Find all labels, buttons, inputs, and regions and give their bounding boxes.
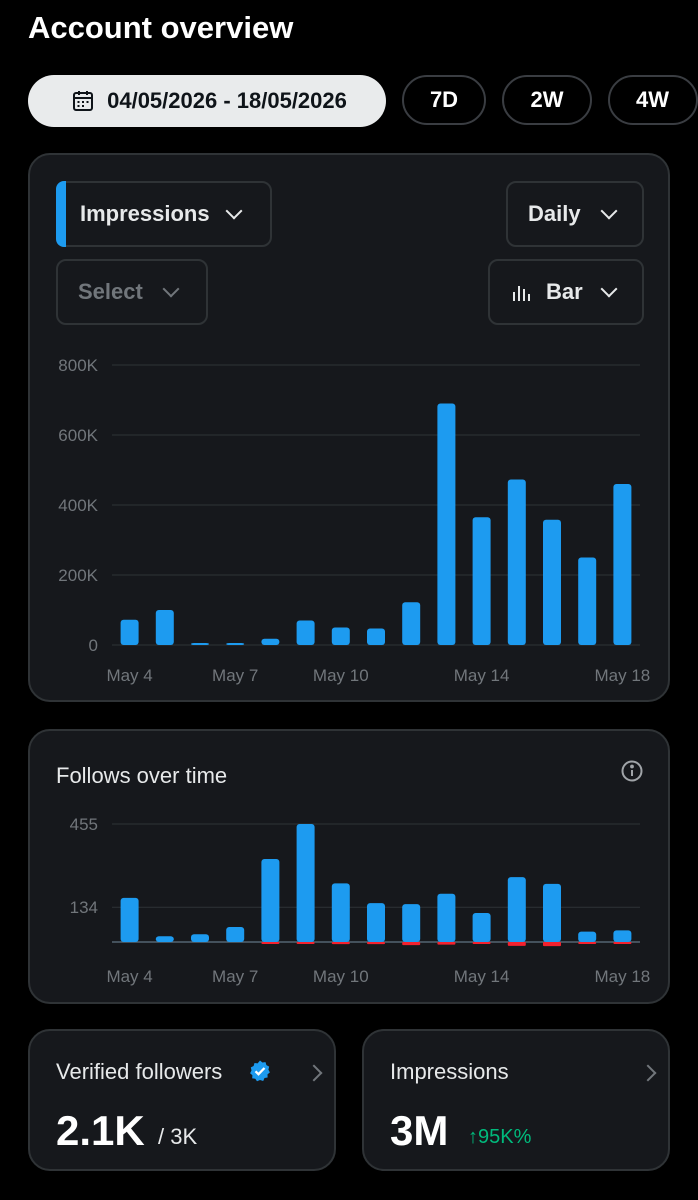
bar bbox=[402, 602, 421, 645]
y-tick-label: 800K bbox=[58, 356, 98, 375]
verified-followers-label: Verified followers bbox=[56, 1059, 223, 1084]
metric-color-indicator bbox=[56, 181, 66, 247]
unfollow-bar bbox=[543, 942, 561, 947]
verified-followers-total: / 3K bbox=[158, 1124, 198, 1149]
date-range-button[interactable]: 04/05/2026 - 18/05/2026 bbox=[28, 75, 386, 127]
x-tick-label: May 7 bbox=[212, 666, 258, 685]
range-2w-button[interactable]: 2W bbox=[502, 75, 592, 125]
y-tick-label: 600K bbox=[58, 426, 98, 445]
follow-bar bbox=[261, 859, 280, 942]
bar bbox=[296, 620, 315, 645]
bar bbox=[578, 557, 597, 645]
bar bbox=[543, 519, 561, 645]
bar bbox=[367, 628, 385, 645]
verified-followers-card[interactable]: Verified followers 2.1K / 3K bbox=[28, 1029, 336, 1171]
unfollow-bar bbox=[613, 942, 632, 944]
unfollow-bar bbox=[507, 942, 526, 946]
follow-bar bbox=[402, 904, 421, 942]
bar bbox=[226, 643, 245, 645]
follow-bar bbox=[155, 936, 174, 942]
y-tick-label: 0 bbox=[89, 636, 98, 655]
impressions-chart-card: Impressions Daily Select Bar 800K 600K 400… bbox=[28, 153, 670, 702]
x-tick-label: May 7 bbox=[212, 967, 258, 986]
info-icon[interactable] bbox=[620, 759, 644, 783]
bar bbox=[437, 403, 456, 645]
unfollow-bar bbox=[578, 942, 597, 944]
follow-bar bbox=[367, 903, 385, 942]
x-tick-label: May 4 bbox=[106, 967, 152, 986]
chevron-right-icon bbox=[639, 1064, 657, 1082]
bar bbox=[613, 484, 632, 645]
follows-chart-card: Follows over time 455 134 May 4 May 7 May 10… bbox=[28, 729, 670, 1004]
metric-dropdown[interactable]: Impressions bbox=[56, 181, 272, 247]
chart-type-dropdown[interactable]: Bar bbox=[488, 259, 644, 325]
unfollow-bar bbox=[402, 942, 421, 946]
bar bbox=[507, 479, 526, 645]
chart-type-label: Bar bbox=[546, 279, 583, 304]
chevron-right-icon bbox=[305, 1064, 323, 1082]
y-tick-label: 400K bbox=[58, 496, 98, 515]
impressions-change-value: 95K% bbox=[478, 1126, 532, 1148]
follow-bar bbox=[613, 930, 632, 942]
follow-bar bbox=[578, 931, 597, 942]
follow-bar bbox=[507, 877, 526, 942]
impressions-change: ↑95K% bbox=[468, 1126, 531, 1149]
unfollow-bar bbox=[367, 942, 385, 945]
verified-badge-icon bbox=[250, 1060, 270, 1082]
impressions-bar-chart: 800K 600K 400K 200K 0 May 4 May 7 May 10 May 14 M… bbox=[58, 356, 651, 685]
x-tick-label: May 18 bbox=[595, 967, 651, 986]
verified-followers-value: 2.1K bbox=[56, 1107, 145, 1154]
range-4w-button[interactable]: 4W bbox=[608, 75, 698, 125]
x-tick-label: May 14 bbox=[454, 666, 510, 685]
bar bbox=[120, 619, 139, 645]
x-tick-label: May 18 bbox=[595, 666, 651, 685]
follow-bar bbox=[191, 934, 209, 942]
range-7d-button[interactable]: 7D bbox=[402, 75, 486, 125]
x-tick-label: May 14 bbox=[454, 967, 510, 986]
follow-bar bbox=[226, 926, 245, 942]
metric-label: Impressions bbox=[80, 201, 210, 226]
follow-bar bbox=[543, 883, 561, 942]
calendar-icon bbox=[73, 91, 94, 111]
secondary-metric-dropdown[interactable]: Select bbox=[56, 259, 208, 325]
impressions-stat-label: Impressions bbox=[390, 1059, 509, 1084]
bar bbox=[261, 638, 280, 645]
impressions-stat-value: 3M bbox=[390, 1107, 449, 1154]
follows-card-title: Follows over time bbox=[56, 763, 228, 788]
y-tick-label: 455 bbox=[70, 815, 98, 834]
follow-bar bbox=[331, 883, 350, 942]
unfollow-bar bbox=[296, 942, 315, 944]
x-tick-label: May 10 bbox=[313, 666, 369, 685]
bar-chart-icon bbox=[513, 286, 530, 301]
arrow-up-icon: ↑ bbox=[468, 1126, 478, 1148]
bar bbox=[191, 643, 209, 645]
unfollow-bar bbox=[472, 942, 491, 944]
follow-bar bbox=[437, 893, 456, 942]
x-tick-label: May 10 bbox=[313, 967, 369, 986]
impressions-stat-card[interactable]: Impressions 3M ↑95K% bbox=[362, 1029, 670, 1171]
page-title: Account overview bbox=[28, 10, 294, 45]
follows-bar-chart: 455 134 May 4 May 7 May 10 May 14 May 18 bbox=[70, 815, 651, 986]
unfollow-bar bbox=[437, 942, 456, 945]
y-tick-label: 134 bbox=[70, 898, 98, 917]
unfollow-bar bbox=[331, 942, 350, 945]
follow-bar bbox=[296, 824, 315, 942]
x-tick-label: May 4 bbox=[106, 666, 152, 685]
interval-label: Daily bbox=[528, 201, 581, 226]
follow-bar bbox=[472, 912, 491, 942]
y-tick-label: 200K bbox=[58, 566, 98, 585]
secondary-metric-label: Select bbox=[78, 279, 143, 304]
interval-dropdown[interactable]: Daily bbox=[506, 181, 644, 247]
unfollow-bar bbox=[261, 942, 280, 944]
range-chips: 04/05/2026 - 18/05/2026 7D 2W 4W bbox=[28, 75, 698, 127]
bar bbox=[331, 627, 350, 645]
follow-bar bbox=[120, 897, 139, 942]
bar bbox=[472, 517, 491, 645]
date-range-label: 04/05/2026 - 18/05/2026 bbox=[107, 88, 347, 113]
bar bbox=[155, 610, 174, 645]
